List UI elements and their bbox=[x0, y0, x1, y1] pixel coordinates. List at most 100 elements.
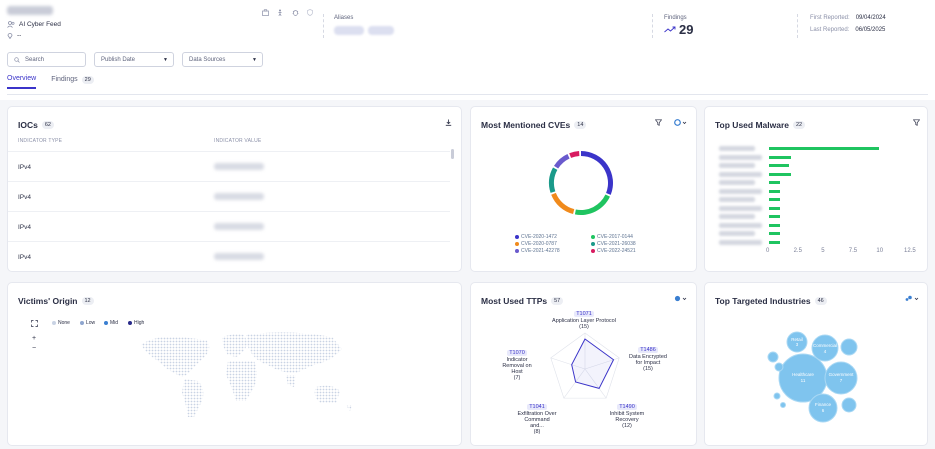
data-sources-select[interactable]: Data Sources ▼ bbox=[182, 52, 263, 67]
publish-date-select[interactable]: Publish Date ▼ bbox=[94, 52, 174, 67]
ttp-label[interactable]: T1486 Data Encrypted for Impact (15) bbox=[629, 347, 667, 372]
search-input[interactable]: Search bbox=[7, 52, 86, 67]
location-value: -- bbox=[17, 32, 22, 39]
bug-icon[interactable] bbox=[291, 8, 299, 16]
x-tick-label: 0 bbox=[766, 248, 770, 254]
bubble-government[interactable]: Government 7 bbox=[824, 361, 858, 395]
chart-type-dropdown[interactable] bbox=[674, 295, 687, 304]
legend-item[interactable]: CVE-2020-0787 bbox=[515, 241, 557, 247]
legend-item[interactable]: CVE-2021-42278 bbox=[515, 248, 560, 254]
legend-label: None bbox=[58, 320, 70, 326]
legend-item[interactable]: High bbox=[128, 320, 144, 326]
radar-series[interactable] bbox=[571, 338, 615, 390]
table-row[interactable]: IPv4 bbox=[8, 241, 450, 271]
svg-text:3: 3 bbox=[796, 342, 799, 347]
table-row[interactable]: IPv4 bbox=[8, 181, 450, 211]
radar-grid bbox=[550, 332, 620, 399]
bubble-retail[interactable]: Retail 3 bbox=[786, 331, 808, 353]
svg-text:11: 11 bbox=[801, 378, 806, 383]
donut-slice[interactable] bbox=[553, 154, 570, 169]
table-scrollbar[interactable] bbox=[451, 149, 454, 159]
ttp-label[interactable]: T1071 Application Layer Protocol (15) bbox=[552, 311, 616, 330]
col-header-value: INDICATOR VALUE bbox=[214, 138, 262, 144]
malware-bar[interactable] bbox=[769, 181, 781, 184]
zoom-out-button[interactable]: − bbox=[31, 344, 37, 352]
alias-pill bbox=[334, 26, 364, 35]
table-row[interactable]: IPv4 bbox=[8, 211, 450, 241]
fullscreen-icon[interactable] bbox=[29, 318, 39, 328]
malware-bar[interactable] bbox=[769, 206, 781, 210]
malware-bar[interactable] bbox=[769, 215, 781, 218]
legend-item[interactable]: Mid bbox=[104, 320, 118, 326]
svg-text:Healthcare: Healthcare bbox=[792, 372, 814, 377]
bubble-small[interactable] bbox=[773, 392, 781, 400]
bubble-small[interactable] bbox=[767, 351, 779, 363]
donut-slice[interactable] bbox=[581, 151, 613, 195]
bubble-finance[interactable]: Finance 6 bbox=[808, 393, 838, 423]
filter-icon[interactable] bbox=[912, 119, 921, 128]
malware-bar[interactable] bbox=[769, 172, 792, 176]
legend-label: CVE-2021-42278 bbox=[521, 248, 560, 254]
legend-item[interactable]: CVE-2017-0144 bbox=[591, 234, 633, 240]
donut-slice[interactable] bbox=[549, 167, 558, 193]
shield-icon[interactable] bbox=[306, 8, 314, 16]
legend-item[interactable]: Low bbox=[80, 320, 95, 326]
download-icon[interactable] bbox=[445, 119, 452, 128]
person-icon[interactable] bbox=[276, 8, 284, 16]
caret-down-icon: ▼ bbox=[252, 56, 257, 63]
chart-type-dropdown[interactable] bbox=[674, 119, 687, 128]
world-map[interactable] bbox=[136, 331, 382, 421]
bubble-small[interactable] bbox=[840, 338, 858, 356]
table-row[interactable]: IPv4 bbox=[8, 151, 450, 181]
bubble-commercial[interactable]: Commercial 4 bbox=[811, 334, 839, 362]
legend-dot bbox=[591, 242, 595, 246]
malware-bar[interactable] bbox=[769, 232, 781, 235]
radar-axis bbox=[550, 357, 586, 370]
malware-name bbox=[719, 222, 762, 228]
tab-bar: Overview Findings 29 bbox=[7, 75, 94, 89]
tab-overview[interactable]: Overview bbox=[7, 75, 37, 89]
alias-pill bbox=[368, 26, 394, 35]
ttp-label[interactable]: T1070 Indicator Removal on Host (7) bbox=[502, 350, 532, 381]
legend-item[interactable]: CVE-2022-24521 bbox=[591, 248, 636, 254]
legend-label: CVE-2020-1472 bbox=[521, 234, 557, 240]
ttp-label[interactable]: T1490 Inhibit System Recovery (12) bbox=[609, 404, 645, 429]
donut-slice[interactable] bbox=[574, 194, 610, 215]
malware-bar[interactable] bbox=[769, 147, 880, 150]
bubble-small[interactable] bbox=[774, 362, 784, 372]
ttps-title: Most Used TTPs 57 bbox=[481, 296, 564, 306]
malware-bar[interactable] bbox=[769, 164, 789, 167]
search-placeholder: Search bbox=[25, 56, 45, 63]
people-icon bbox=[7, 21, 15, 28]
legend-item[interactable]: CVE-2020-1472 bbox=[515, 234, 557, 240]
legend-label: Mid bbox=[110, 320, 119, 326]
legend-dot bbox=[515, 235, 519, 239]
x-tick-label: 10 bbox=[876, 248, 884, 254]
malware-bar[interactable] bbox=[769, 189, 781, 193]
actor-name bbox=[7, 6, 53, 15]
bubble-small[interactable] bbox=[780, 402, 786, 408]
legend-item[interactable]: CVE-2021-26038 bbox=[591, 241, 636, 247]
svg-text:7: 7 bbox=[840, 378, 843, 383]
victims-card: Victims' Origin 12 + − None Low Mid High bbox=[7, 282, 462, 446]
malware-bar[interactable] bbox=[769, 223, 781, 227]
briefcase-icon[interactable] bbox=[261, 8, 269, 16]
tab-findings[interactable]: Findings 29 bbox=[51, 75, 94, 89]
legend-item[interactable]: None bbox=[52, 320, 70, 326]
donut-slice[interactable] bbox=[551, 192, 575, 214]
malware-name bbox=[719, 171, 762, 177]
bubble-small[interactable] bbox=[841, 397, 857, 413]
indicator-value bbox=[214, 223, 264, 230]
iocs-card: IOCs 62 INDICATOR TYPE INDICATOR VALUE I… bbox=[7, 106, 462, 272]
donut-slice[interactable] bbox=[569, 151, 580, 158]
malware-bar[interactable] bbox=[769, 198, 781, 201]
malware-bar[interactable] bbox=[769, 240, 781, 244]
ttp-label[interactable]: T1041 Exfiltration Over Command and... (… bbox=[517, 404, 557, 435]
malware-name bbox=[719, 231, 755, 236]
chart-type-dropdown[interactable] bbox=[905, 295, 919, 304]
malware-name bbox=[719, 214, 755, 219]
divider bbox=[652, 14, 653, 38]
filter-icon[interactable] bbox=[654, 119, 663, 128]
zoom-in-button[interactable]: + bbox=[31, 334, 37, 342]
malware-bar[interactable] bbox=[769, 155, 792, 159]
